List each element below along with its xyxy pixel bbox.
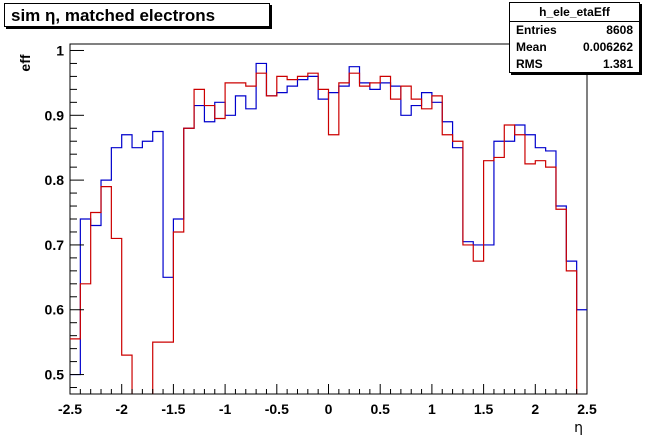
- stats-box: h_ele_etaEff Entries 8608 Mean 0.006262 …: [509, 2, 640, 73]
- x-axis-label: η: [574, 420, 583, 436]
- y-axis-label: eff: [17, 54, 33, 71]
- chart-title: sim η, matched electrons: [4, 3, 270, 27]
- x-tick-label: -1.5: [161, 401, 185, 417]
- stats-mean-value: 0.006262: [582, 40, 633, 54]
- chart-title-text: sim η, matched electrons: [11, 6, 216, 25]
- stats-mean-label: Mean: [516, 40, 547, 54]
- y-tick-label: 0.6: [45, 302, 65, 318]
- stats-entries-value: 8608: [606, 23, 633, 37]
- x-tick-label: 1: [428, 401, 436, 417]
- stats-rms-label: RMS: [516, 57, 543, 71]
- x-tick-label: 0: [325, 401, 333, 417]
- y-tick-label: 0.9: [45, 107, 65, 123]
- x-tick-label: 2.5: [577, 401, 597, 417]
- x-tick-label: 0.5: [370, 401, 390, 417]
- stats-histogram-name: h_ele_etaEff: [510, 3, 639, 22]
- stats-row-mean: Mean 0.006262: [510, 39, 639, 56]
- series-layer: [70, 62, 587, 394]
- y-tick-label: 0.8: [45, 172, 65, 188]
- axis-layer: -2.5 -2 -1.5 -1 -0.5 0 0.5 1 1.5 2 2.5 0.5 0.6 0.7 0.8…: [45, 42, 597, 417]
- x-tick-label: 2: [531, 401, 539, 417]
- x-tick-label: -1: [219, 401, 232, 417]
- y-tick-label: 0.5: [45, 367, 65, 383]
- stats-row-entries: Entries 8608: [510, 22, 639, 39]
- x-tick-label: -2: [115, 401, 128, 417]
- stats-entries-label: Entries: [516, 23, 557, 37]
- stats-rms-value: 1.381: [602, 57, 633, 71]
- x-tick-label: -2.5: [58, 401, 82, 417]
- y-tick-label: 1: [56, 42, 64, 58]
- series-1-line: [70, 72, 578, 394]
- x-tick-label: -0.5: [265, 401, 289, 417]
- y-tick-label: 0.7: [45, 237, 65, 253]
- x-tick-label: 1.5: [474, 401, 494, 417]
- stats-row-rms: RMS 1.381: [510, 56, 639, 73]
